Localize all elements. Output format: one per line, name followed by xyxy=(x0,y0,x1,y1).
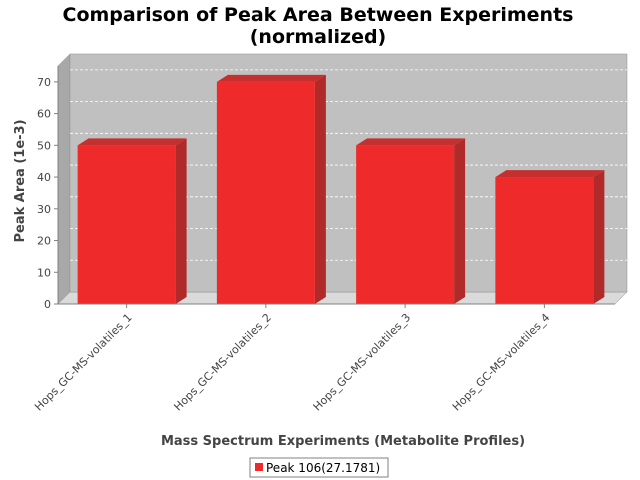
x-tick-label: Hops_GC-MS-volatiles_2 xyxy=(171,311,274,414)
chart-title: Comparison of Peak Area Between Experime… xyxy=(63,4,574,26)
bar xyxy=(77,138,187,304)
legend-swatch xyxy=(255,463,263,471)
y-axis-title: Peak Area (1e-3) xyxy=(13,119,28,242)
bar-side xyxy=(314,74,326,304)
bar-front xyxy=(77,145,176,304)
plot-side-wall xyxy=(57,53,71,305)
bar-side xyxy=(454,138,466,304)
y-tick-label: 0 xyxy=(44,298,51,311)
y-tick-label: 30 xyxy=(37,203,51,216)
x-axis: Hops_GC-MS-volatiles_1 Hops_GC-MS-volatil… xyxy=(32,303,615,414)
bar xyxy=(495,170,605,304)
bar-front xyxy=(356,145,455,304)
legend: Peak 106(27.1781) xyxy=(249,457,389,478)
legend-label: Peak 106(27.1781) xyxy=(266,461,380,475)
bar-side xyxy=(593,170,605,304)
bar-top xyxy=(216,74,326,82)
chart-subtitle: (normalized) xyxy=(250,26,387,48)
bars xyxy=(77,74,605,304)
y-tick-label: 40 xyxy=(37,171,51,184)
bar-side xyxy=(175,138,187,304)
bar-front xyxy=(495,177,594,304)
bar-front xyxy=(216,81,315,304)
bar-top xyxy=(77,138,187,146)
bar-top xyxy=(356,138,466,146)
x-axis-title: Mass Spectrum Experiments (Metabolite Pr… xyxy=(161,434,525,449)
bar-top xyxy=(495,170,605,178)
x-tick-label: Hops_GC-MS-volatiles_1 xyxy=(32,311,135,414)
x-tick-label: Hops_GC-MS-volatiles_4 xyxy=(450,311,553,414)
bar xyxy=(356,138,466,304)
y-tick-label: 10 xyxy=(37,266,51,279)
y-axis: 0 10 20 30 40 50 60 70 xyxy=(37,66,59,311)
bar xyxy=(216,74,326,304)
y-tick-label: 70 xyxy=(37,76,51,89)
y-tick-label: 60 xyxy=(37,108,51,121)
y-tick-label: 50 xyxy=(37,139,51,152)
legend-box xyxy=(249,457,389,478)
x-tick-label: Hops_GC-MS-volatiles_3 xyxy=(311,311,414,414)
y-tick-label: 20 xyxy=(37,235,51,248)
